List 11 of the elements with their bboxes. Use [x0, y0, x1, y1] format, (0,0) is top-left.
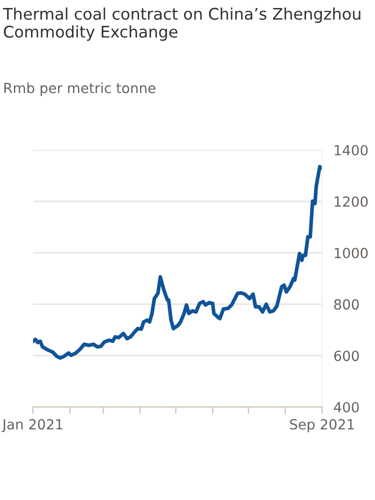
y-tick-label: 600 — [334, 350, 359, 362]
y-tick-label: 800 — [334, 299, 359, 310]
chart-title: Thermal coal contract on China’s Zhengzhou Commodity Exchange — [2, 8, 360, 41]
y-tick-label: 1000 — [334, 248, 368, 258]
y-tick-label: 1400 — [334, 144, 368, 156]
chart-subtitle: Rmb per metric tonne — [4, 82, 156, 96]
y-tick-label: 1200 — [334, 196, 368, 207]
y-tick-label: 400 — [334, 402, 359, 412]
x-tick-label: Sep 2021 — [290, 419, 354, 432]
line-series — [33, 164, 322, 360]
x-tick-label: Jan 2021 — [2, 419, 62, 432]
